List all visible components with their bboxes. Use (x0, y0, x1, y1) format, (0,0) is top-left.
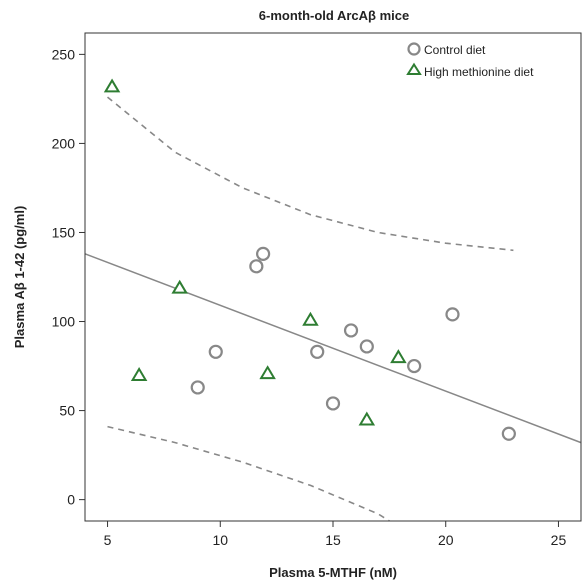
x-tick-label: 10 (212, 532, 228, 548)
point-methionine-6 (390, 349, 407, 364)
legend-methionine-marker (406, 62, 422, 75)
legend-control-label: Control diet (424, 43, 486, 57)
x-axis-label: Plasma 5-MTHF (nM) (269, 565, 397, 580)
x-tick-label: 25 (551, 532, 567, 548)
confidence-band-upper (106, 96, 514, 252)
x-axis: 5 10 15 20 25 (104, 521, 567, 548)
point-methionine-3 (259, 365, 276, 380)
x-tick-label: 15 (325, 532, 341, 548)
point-methionine-2 (171, 279, 188, 294)
confidence-band-lower (107, 425, 390, 522)
y-tick-label: 200 (52, 135, 76, 151)
point-control-1 (208, 344, 223, 359)
x-tick-label: 5 (104, 532, 112, 548)
legend-methionine-label: High methionine diet (424, 65, 534, 79)
y-tick-label: 250 (52, 46, 76, 62)
point-control-2 (249, 259, 264, 274)
point-methionine-5 (358, 411, 376, 426)
point-control-0 (190, 380, 205, 395)
point-methionine-1 (130, 366, 148, 381)
plot-area (84, 78, 582, 522)
point-control-5 (325, 396, 341, 411)
point-control-4 (310, 344, 325, 359)
regression-line (84, 253, 582, 444)
y-axis-label: Plasma Aβ 1-42 (pg/ml) (12, 206, 27, 349)
x-tick-label: 20 (438, 532, 454, 548)
y-tick-label: 0 (67, 492, 75, 508)
y-tick-label: 50 (59, 403, 75, 419)
legend-control-marker (407, 42, 421, 56)
point-control-8 (407, 358, 422, 374)
legend: Control diet High methionine diet (406, 42, 534, 79)
point-control-3 (256, 246, 271, 261)
point-control-10 (501, 426, 516, 441)
y-axis: 0 50 100 150 200 250 (52, 46, 85, 508)
point-control-6 (343, 323, 359, 338)
chart-title: 6-month-old ArcAβ mice (259, 8, 409, 23)
point-methionine-4 (302, 311, 319, 326)
y-tick-label: 150 (52, 224, 76, 240)
plot-frame (84, 32, 582, 522)
y-tick-label: 100 (52, 314, 76, 330)
point-methionine-0 (103, 78, 121, 93)
point-control-9 (445, 307, 460, 322)
point-control-7 (359, 339, 374, 354)
